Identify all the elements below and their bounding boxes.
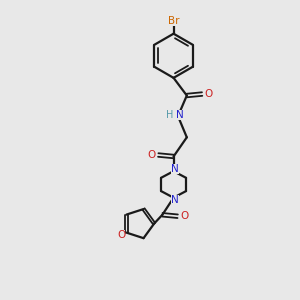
- Text: N: N: [171, 164, 179, 174]
- Text: O: O: [148, 150, 156, 160]
- Text: H: H: [166, 110, 173, 120]
- Text: O: O: [205, 89, 213, 99]
- Text: Br: Br: [168, 16, 179, 26]
- Text: O: O: [117, 230, 125, 240]
- Text: O: O: [180, 211, 188, 221]
- Text: N: N: [176, 110, 183, 120]
- Text: N: N: [171, 195, 179, 205]
